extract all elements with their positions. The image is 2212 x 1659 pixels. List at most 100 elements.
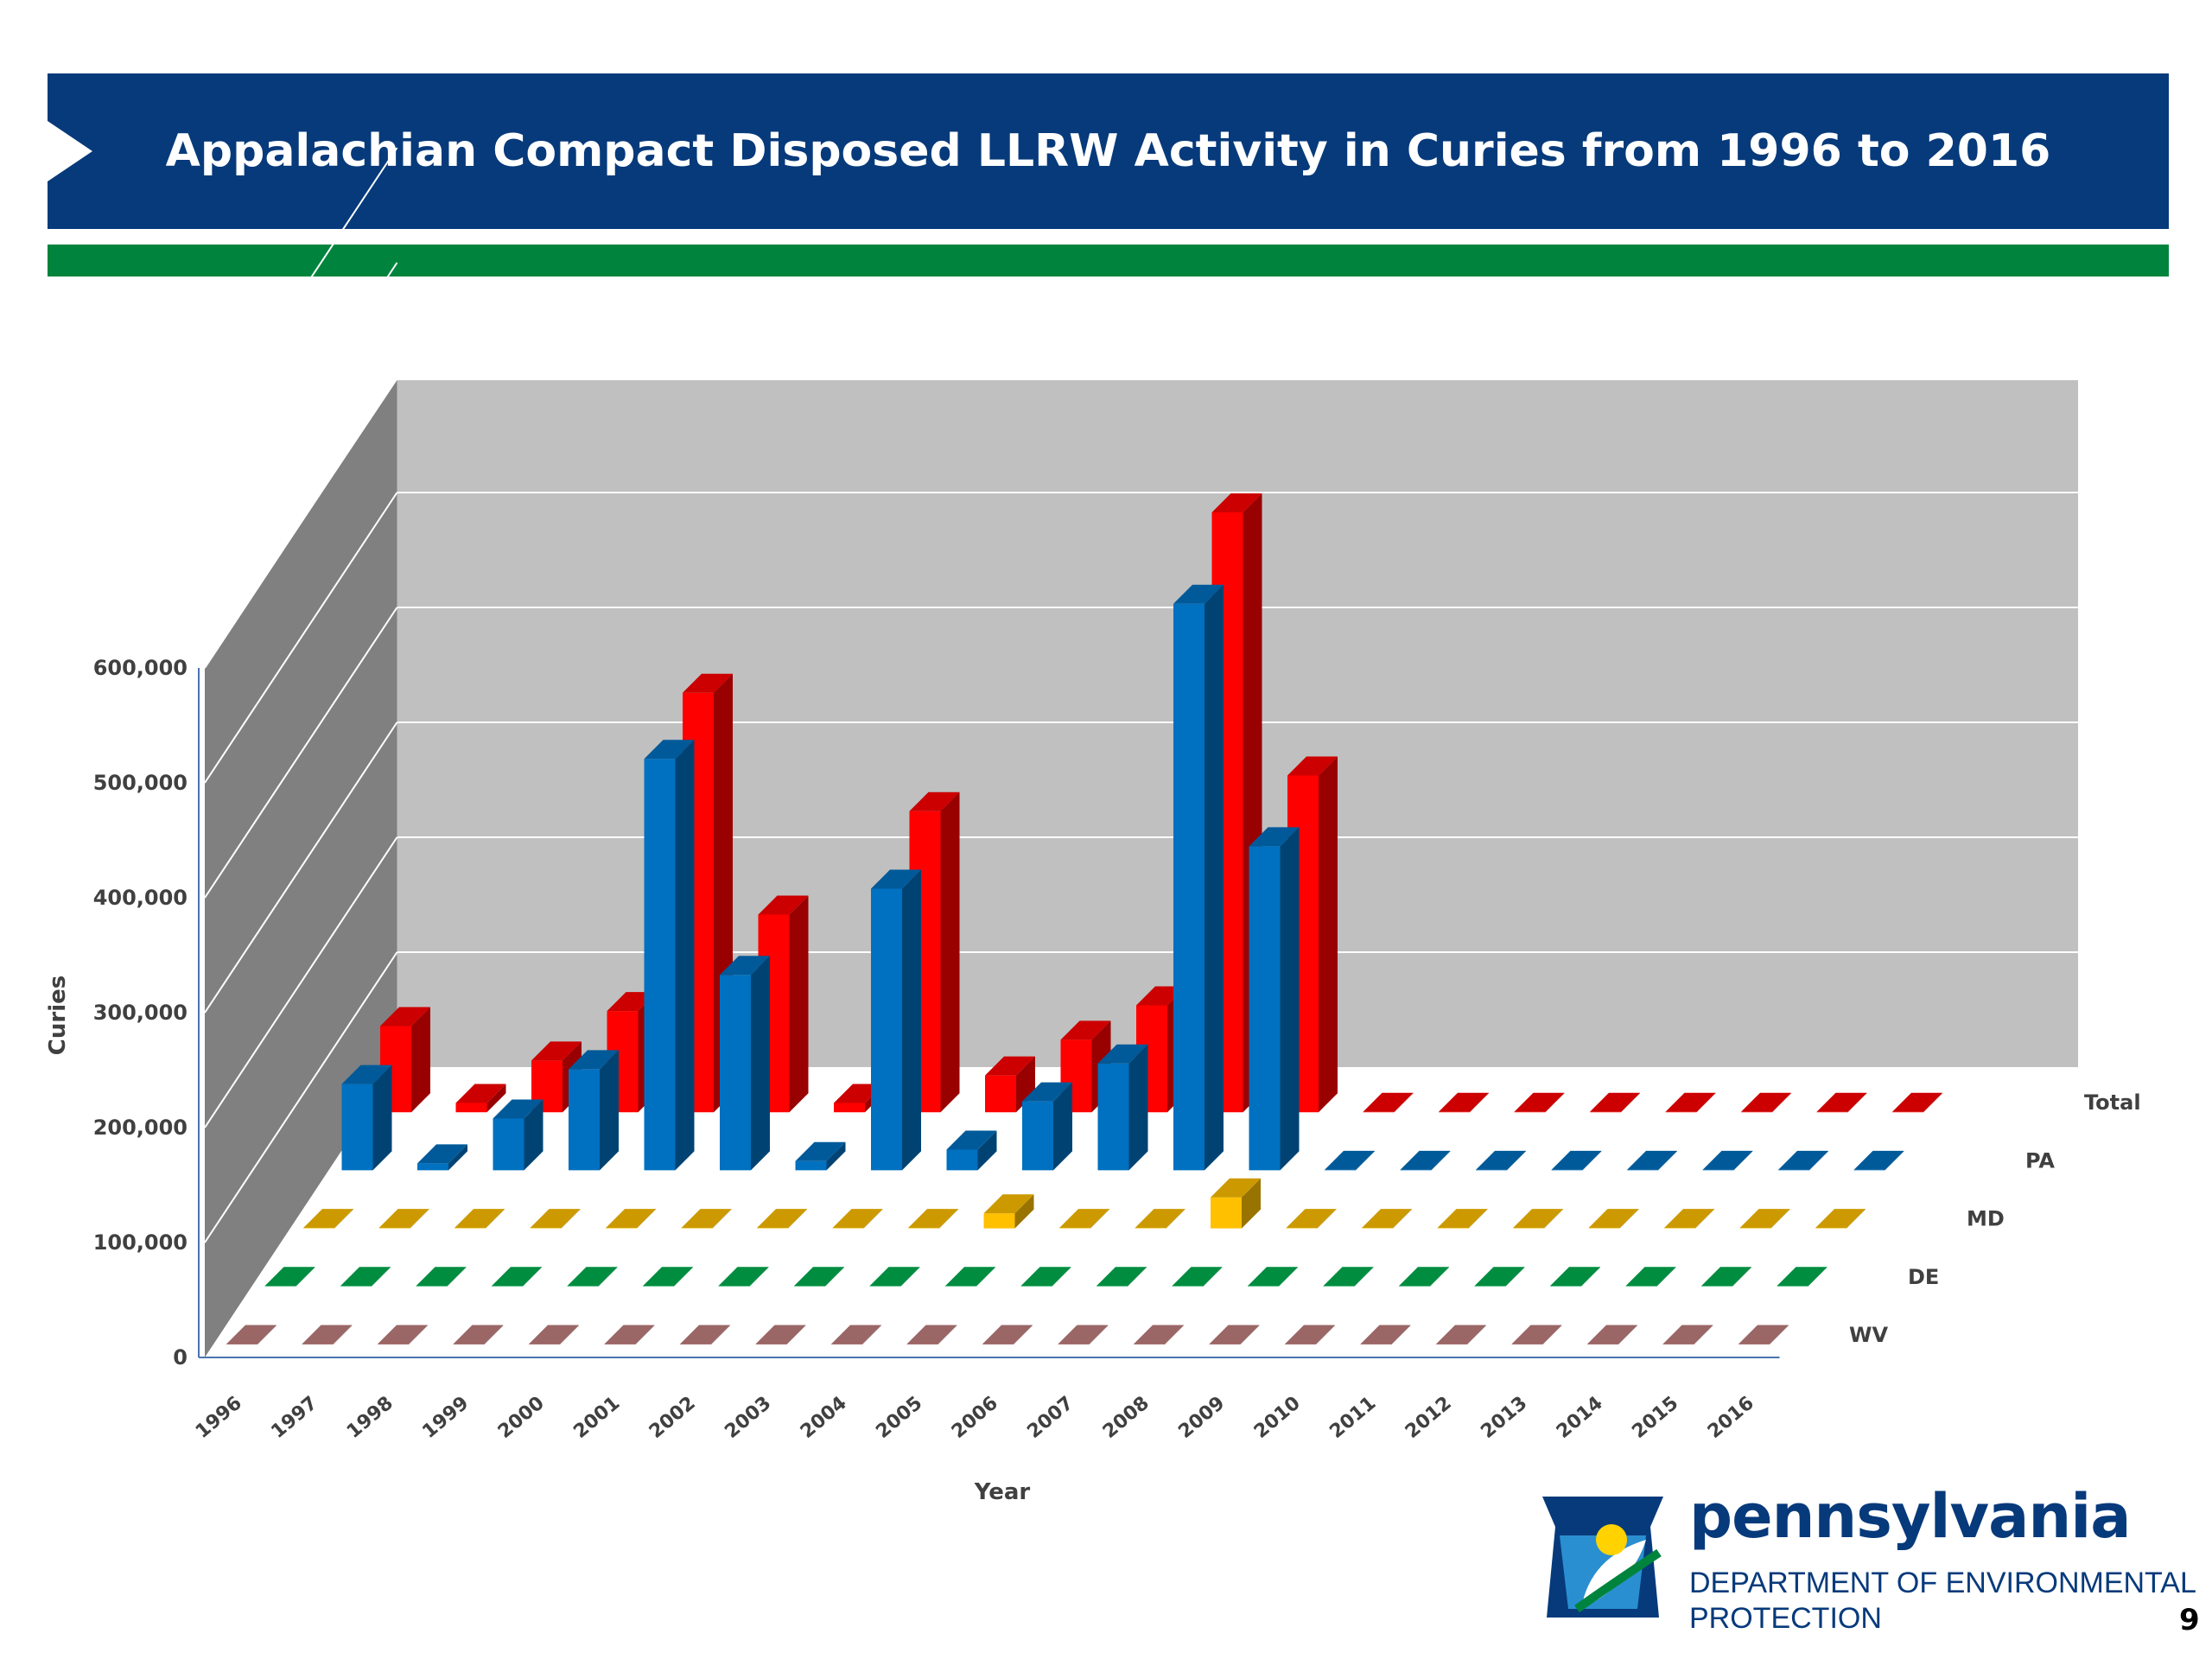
accent-stripe bbox=[48, 245, 2169, 276]
bar-side bbox=[826, 1141, 846, 1171]
bar-top bbox=[795, 1141, 846, 1161]
bar-side bbox=[637, 1209, 656, 1229]
bar-top bbox=[720, 956, 770, 976]
bar-DE-1999 bbox=[492, 1267, 542, 1287]
bar-MD-2016 bbox=[1815, 1209, 1866, 1229]
bar-MD-2010 bbox=[1362, 1209, 1412, 1229]
bar-front bbox=[1325, 1169, 1356, 1171]
bar-front bbox=[454, 1228, 486, 1229]
bar-side bbox=[1847, 1209, 1866, 1229]
bar-MD-1999 bbox=[530, 1209, 581, 1229]
bar-side bbox=[788, 1209, 807, 1229]
y-tick-label: 400,000 bbox=[93, 886, 188, 910]
bar-top bbox=[755, 1325, 806, 1344]
bar-side bbox=[1582, 1150, 1602, 1171]
x-tick-label: 2006 bbox=[948, 1392, 1002, 1443]
logo-wordmark: pennsylvania bbox=[1689, 1481, 2131, 1552]
bar-PA-2006 bbox=[1097, 1044, 1148, 1171]
bar-top bbox=[1287, 756, 1338, 776]
series-labels: WV DE MD PA Total bbox=[1849, 1090, 2141, 1347]
bar-side bbox=[675, 740, 695, 1171]
bar-DE-2007 bbox=[1096, 1267, 1147, 1287]
bar-top bbox=[1022, 1082, 1072, 1102]
series-label-WV: WV bbox=[1849, 1323, 1888, 1347]
bar-side bbox=[560, 1325, 579, 1344]
side-gridline bbox=[204, 836, 398, 1128]
bar-top bbox=[1400, 1150, 1451, 1170]
bar-front bbox=[1249, 846, 1281, 1171]
bar-top bbox=[1097, 1044, 1148, 1064]
bar-top bbox=[644, 740, 695, 760]
bar-front bbox=[1588, 1228, 1620, 1229]
bar-front bbox=[1892, 1111, 1923, 1113]
bar-side bbox=[257, 1325, 276, 1344]
bar-Total-2010 bbox=[1439, 1092, 1489, 1113]
bar-front bbox=[907, 1344, 938, 1345]
bar-DE-1998 bbox=[416, 1267, 467, 1287]
x-tick-label: 2012 bbox=[1402, 1392, 1456, 1443]
bar-side bbox=[1014, 1194, 1034, 1229]
bar-side bbox=[1053, 1082, 1072, 1171]
bar-WV-2005 bbox=[906, 1325, 957, 1345]
bar-side bbox=[1165, 1325, 1184, 1344]
bar-top bbox=[1325, 1150, 1375, 1170]
bar-MD-2005 bbox=[983, 1194, 1034, 1229]
bar-side bbox=[1696, 1092, 1716, 1113]
bar-front bbox=[869, 1286, 901, 1287]
bar-PA-1998 bbox=[493, 1099, 543, 1171]
bar-front bbox=[1739, 1228, 1771, 1229]
bar-front bbox=[606, 1228, 637, 1229]
bar-MD-2003 bbox=[832, 1209, 883, 1229]
bar-front bbox=[1361, 1344, 1392, 1345]
bar-front bbox=[1059, 1228, 1090, 1229]
x-tick-label: 2016 bbox=[1704, 1392, 1758, 1443]
bar-front bbox=[756, 1344, 787, 1345]
bar-front bbox=[492, 1286, 523, 1287]
bar-front bbox=[531, 1060, 563, 1113]
bar-top bbox=[1853, 1150, 1904, 1170]
bar-side bbox=[1695, 1209, 1714, 1229]
bar-front bbox=[1286, 1228, 1318, 1229]
bar-front bbox=[680, 1344, 711, 1345]
bar-front bbox=[454, 1344, 485, 1345]
bar-side bbox=[1732, 1267, 1751, 1287]
series-label-PA: PA bbox=[2025, 1148, 2055, 1173]
bar-MD-2013 bbox=[1588, 1209, 1639, 1229]
bar-top bbox=[681, 1209, 732, 1229]
bar-front bbox=[1285, 1344, 1316, 1345]
bar-top bbox=[946, 1130, 997, 1150]
bar-front bbox=[1816, 1111, 1848, 1113]
bar-top bbox=[869, 1267, 920, 1287]
bar-side bbox=[1470, 1092, 1489, 1113]
bar-side bbox=[1090, 1209, 1109, 1229]
bar-top bbox=[1020, 1267, 1071, 1287]
bar-top bbox=[529, 1325, 579, 1344]
bar-front bbox=[1625, 1286, 1657, 1287]
bar-Total-1997 bbox=[455, 1084, 506, 1113]
bar-front bbox=[871, 888, 902, 1171]
bar-front bbox=[1439, 1111, 1470, 1113]
bar-MD-2009 bbox=[1286, 1209, 1337, 1229]
bar-MD-2004 bbox=[908, 1209, 958, 1229]
bar-front bbox=[302, 1344, 334, 1345]
bar-DE-2002 bbox=[718, 1267, 769, 1287]
bar-side bbox=[1205, 584, 1224, 1171]
side-gridline bbox=[204, 377, 398, 669]
chart-bars bbox=[226, 493, 1942, 1344]
bar-side bbox=[1240, 1325, 1260, 1344]
bar-side bbox=[902, 869, 921, 1171]
bar-side bbox=[411, 1007, 430, 1113]
bar-front bbox=[1741, 1111, 1772, 1113]
bar-front bbox=[1248, 1286, 1279, 1287]
bar-top bbox=[906, 1325, 957, 1344]
bar-DE-2008 bbox=[1172, 1267, 1223, 1287]
bar-front bbox=[757, 1228, 788, 1229]
bar-side bbox=[1733, 1150, 1753, 1171]
bar-front bbox=[1664, 1228, 1695, 1229]
bar-front bbox=[681, 1228, 713, 1229]
bar-top bbox=[226, 1325, 276, 1344]
bar-top bbox=[1665, 1092, 1716, 1112]
bar-top bbox=[1474, 1267, 1525, 1287]
bar-side bbox=[976, 1267, 995, 1287]
